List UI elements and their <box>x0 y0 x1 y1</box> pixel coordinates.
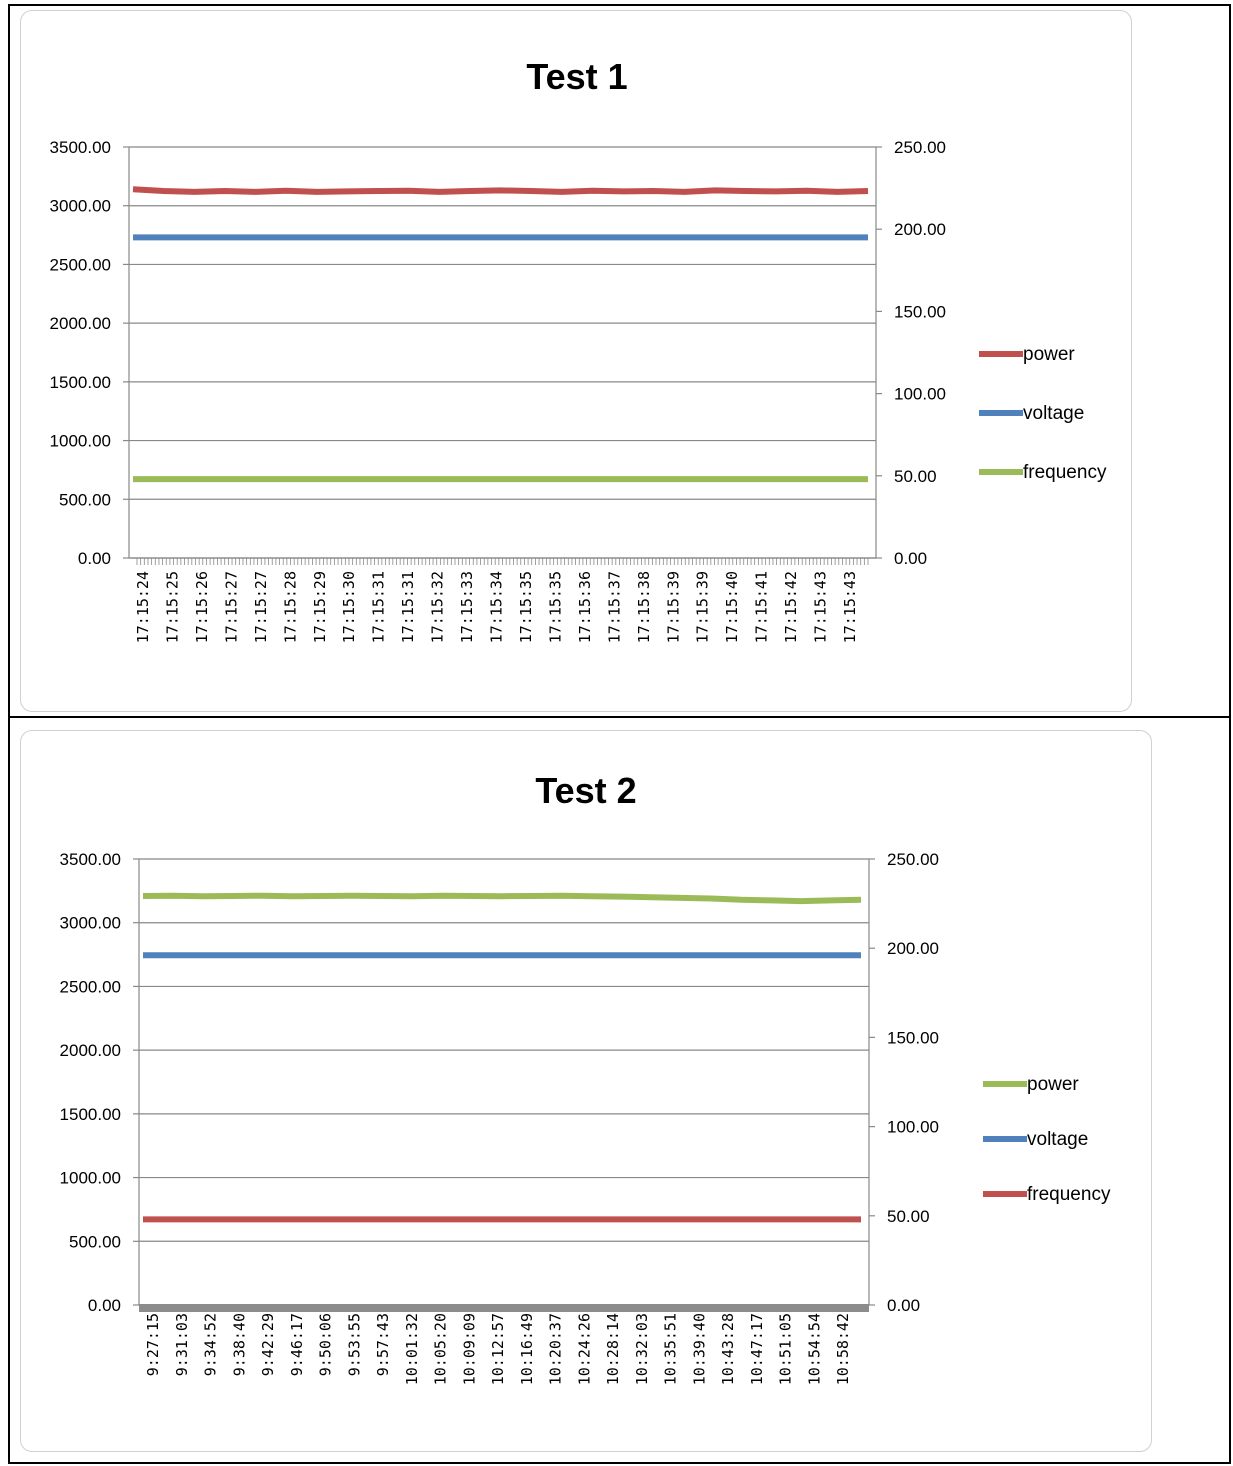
x-tick-label: 10:32:03 <box>633 1313 651 1385</box>
x-tick-label: 17:15:31 <box>399 571 417 643</box>
x-tick-label: 10:58:42 <box>834 1313 852 1385</box>
x-tick-label: 10:05:20 <box>432 1313 450 1385</box>
y-tick-label: 3000.00 <box>60 914 121 933</box>
x-tick-label: 10:43:28 <box>719 1313 737 1385</box>
x-tick-label: 9:27:15 <box>144 1313 162 1376</box>
x-axis-tick-band <box>139 1304 869 1312</box>
y2-tick-label: 250.00 <box>887 850 939 869</box>
legend-label: frequency <box>1023 462 1107 483</box>
x-tick-label: 17:15:31 <box>370 571 388 643</box>
legend-label: voltage <box>1023 403 1084 424</box>
y-tick-label: 2500.00 <box>60 977 121 996</box>
x-tick-label: 17:15:26 <box>193 571 211 643</box>
chart-divider <box>8 716 1231 718</box>
x-tick-label: 17:15:43 <box>841 571 859 643</box>
x-tick-label: 17:15:35 <box>546 571 564 643</box>
chart-test-2: Test 2 0.00 500.00 1000.00 1500.00 2000.00 25… <box>20 730 1152 1452</box>
y-tick-label: 500.00 <box>59 490 111 509</box>
x-tick-label: 17:15:24 <box>134 571 152 643</box>
x-tick-label: 10:35:51 <box>662 1313 680 1385</box>
series-line-power <box>132 186 869 195</box>
x-tick-label: 10:20:37 <box>547 1313 565 1385</box>
chart-test-1: Test 1 0.00 500.00 1000.00 1500.00 2000.00 25… <box>20 10 1132 712</box>
x-tick-label: 17:15:36 <box>576 571 594 643</box>
x-tick-label: 10:28:14 <box>604 1313 622 1385</box>
x-tick-label: 10:01:32 <box>403 1313 421 1385</box>
x-tick-label: 9:38:40 <box>230 1313 248 1376</box>
y2-tick-label: 50.00 <box>887 1207 930 1226</box>
y2-tick-label: 150.00 <box>887 1028 939 1047</box>
y-tick-label: 3500.00 <box>60 850 121 869</box>
x-tick-label: 17:15:42 <box>782 571 800 643</box>
x-tick-label: 17:15:27 <box>252 571 270 643</box>
y-tick-label: 2000.00 <box>60 1041 121 1060</box>
legend-label: power <box>1027 1074 1079 1095</box>
x-tick-label: 17:15:32 <box>429 571 447 643</box>
x-tick-label: 10:39:40 <box>690 1313 708 1385</box>
x-tick-label: 10:24:26 <box>575 1313 593 1385</box>
y-tick-label: 2500.00 <box>50 255 111 274</box>
x-tick-label: 17:15:43 <box>812 571 830 643</box>
chart-title: Test 2 <box>535 770 636 811</box>
x-tick-label: 17:15:39 <box>694 571 712 643</box>
y2-tick-label: 250.00 <box>894 138 946 157</box>
x-tick-label: 17:15:39 <box>664 571 682 643</box>
x-tick-label: 9:53:55 <box>345 1313 363 1376</box>
y2-tick-label: 150.00 <box>894 302 946 321</box>
series-line-power <box>142 892 862 905</box>
y-tick-label: 1000.00 <box>50 432 111 451</box>
y-tick-label: 0.00 <box>88 1296 121 1315</box>
x-tick-label: 10:51:05 <box>777 1313 795 1385</box>
y2-tick-label: 100.00 <box>887 1118 939 1137</box>
x-tick-label: 9:42:29 <box>259 1313 277 1376</box>
y2-tick-label: 0.00 <box>894 549 927 568</box>
x-tick-label: 9:31:03 <box>173 1313 191 1376</box>
x-tick-label: 17:15:38 <box>635 571 653 643</box>
y-tick-label: 500.00 <box>69 1232 121 1251</box>
x-tick-label: 17:15:30 <box>340 571 358 643</box>
x-tick-label: 17:15:29 <box>311 571 329 643</box>
legend-label: frequency <box>1027 1184 1111 1205</box>
y-tick-label: 1500.00 <box>50 373 111 392</box>
x-tick-label: 17:15:27 <box>222 571 240 643</box>
y-tick-label: 3000.00 <box>50 197 111 216</box>
x-tick-label: 17:15:40 <box>723 571 741 643</box>
x-tick-label: 17:15:34 <box>488 571 506 643</box>
x-tick-label: 9:46:17 <box>288 1313 306 1376</box>
x-tick-label: 10:47:17 <box>748 1313 766 1385</box>
legend-label: voltage <box>1027 1129 1088 1150</box>
chart-title: Test 1 <box>526 56 627 97</box>
x-tick-label: 17:15:37 <box>605 571 623 643</box>
x-tick-label: 17:15:41 <box>753 571 771 643</box>
page-frame <box>8 4 1231 1464</box>
x-tick-label: 9:34:52 <box>202 1313 220 1376</box>
chart-test-2-svg: Test 2 0.00 500.00 1000.00 1500.00 2000.00 25… <box>60 770 1111 1385</box>
x-tick-label: 10:09:09 <box>460 1313 478 1385</box>
x-tick-label: 17:15:33 <box>458 571 476 643</box>
legend-label: power <box>1023 344 1075 365</box>
y-tick-label: 1500.00 <box>60 1105 121 1124</box>
y2-tick-label: 200.00 <box>887 939 939 958</box>
chart-test-1-svg: Test 1 0.00 500.00 1000.00 1500.00 2000.00 25… <box>50 56 1107 643</box>
y2-tick-label: 0.00 <box>887 1296 920 1315</box>
x-tick-label: 10:16:49 <box>518 1313 536 1385</box>
y2-tick-label: 200.00 <box>894 220 946 239</box>
y-tick-label: 2000.00 <box>50 314 111 333</box>
x-tick-label: 17:15:35 <box>517 571 535 643</box>
y2-tick-label: 50.00 <box>894 467 937 486</box>
x-tick-label: 10:12:57 <box>489 1313 507 1385</box>
y2-tick-label: 100.00 <box>894 385 946 404</box>
y-tick-label: 0.00 <box>78 549 111 568</box>
x-tick-label: 9:50:06 <box>317 1313 335 1376</box>
x-tick-label: 9:57:43 <box>374 1313 392 1376</box>
y-tick-label: 1000.00 <box>60 1169 121 1188</box>
x-tick-label: 10:54:54 <box>805 1313 823 1385</box>
x-tick-label: 17:15:28 <box>281 571 299 643</box>
y-tick-label: 3500.00 <box>50 138 111 157</box>
x-tick-label: 17:15:25 <box>163 571 181 643</box>
